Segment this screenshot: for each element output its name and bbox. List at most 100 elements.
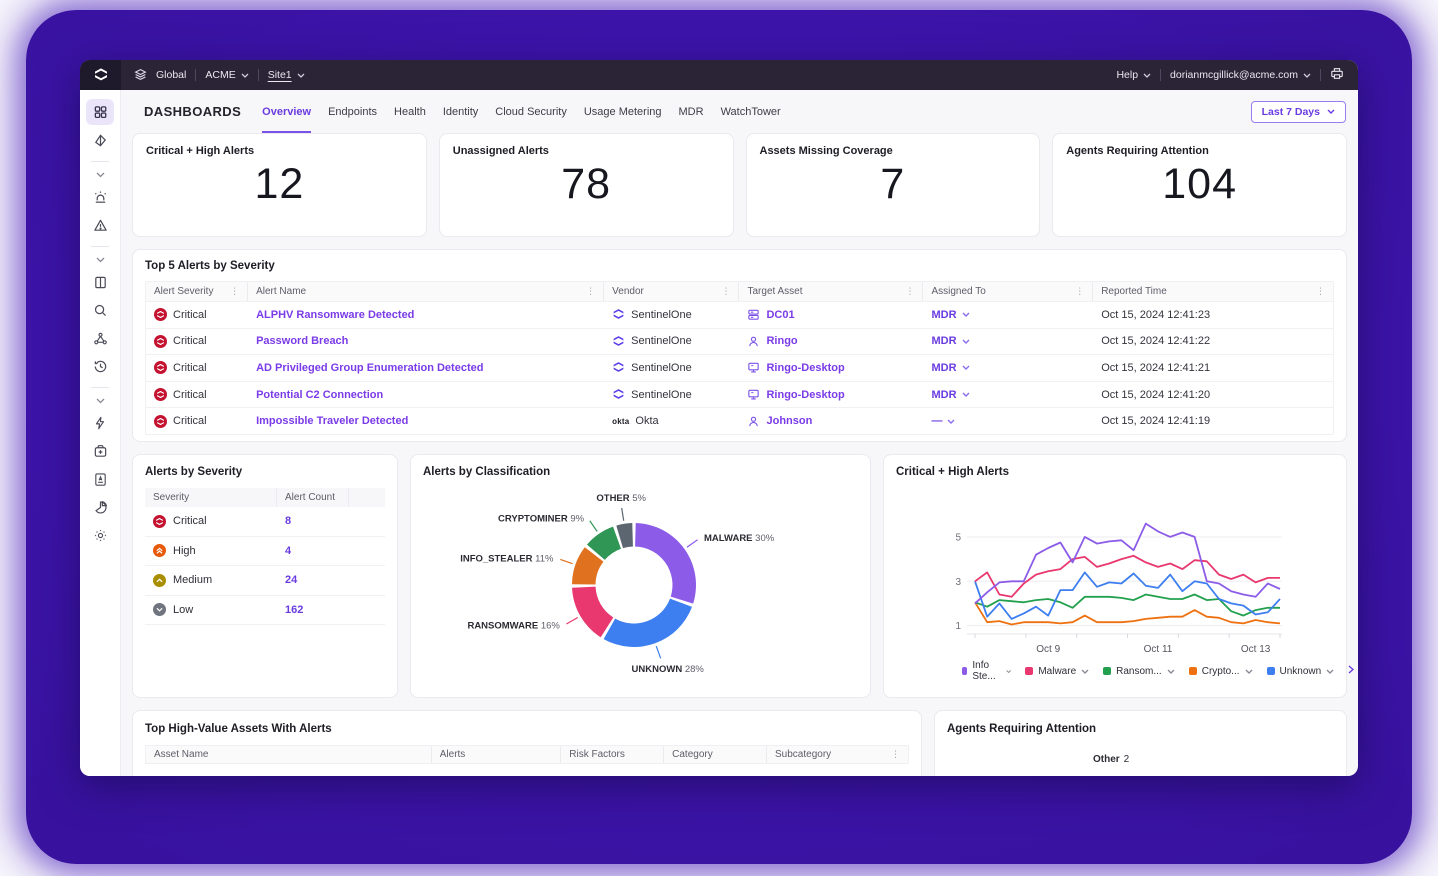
help-menu[interactable]: Help: [1116, 69, 1151, 81]
legend-item-malware[interactable]: Malware: [1025, 666, 1089, 677]
classification-donut-chart[interactable]: MALWARE 30% UNKNOWN 28% RANSOMWARE 16% INFO…: [411, 455, 872, 697]
donut-slice-ransomware[interactable]: [572, 586, 614, 638]
column-menu-icon[interactable]: ⋮: [721, 286, 731, 296]
alert-name-link[interactable]: AD Privileged Group Enumeration Detected: [256, 361, 484, 374]
kpi-card-assets-missing-coverage[interactable]: Assets Missing Coverage 7: [745, 133, 1041, 237]
sidebar-item-report-icon[interactable]: [86, 466, 114, 492]
legend-item-ransom[interactable]: Ransom...: [1103, 666, 1175, 677]
target-asset-link[interactable]: Ringo-Desktop: [766, 361, 845, 374]
column-header[interactable]: Severity: [145, 488, 277, 507]
column-header[interactable]: Asset Name: [146, 746, 432, 763]
assigned-to-dropdown[interactable]: MDR: [931, 362, 970, 374]
sidebar-item-search-icon[interactable]: [86, 297, 114, 323]
donut-slice-unknown[interactable]: [603, 598, 693, 647]
table-header-row: Asset Name Alerts Risk Factors Category …: [145, 745, 909, 764]
donut-callout-line: [589, 520, 598, 532]
sidebar-item-pie-chart-icon[interactable]: [86, 494, 114, 520]
alerts-trend-line-chart[interactable]: 1 3 5 Oct 9 Oct 11 Oct 13: [884, 473, 1347, 658]
line-series-infoste[interactable]: [974, 522, 1281, 605]
site-selector[interactable]: Site1: [268, 69, 305, 81]
assigned-to-dropdown[interactable]: MDR: [931, 389, 970, 401]
printer-icon[interactable]: [1330, 67, 1344, 83]
column-header[interactable]: Subcategory ⋮: [775, 749, 900, 760]
sentinelone-logo-icon[interactable]: [80, 60, 121, 90]
assigned-to-dropdown[interactable]: —: [931, 415, 955, 427]
legend-item-crypto[interactable]: Crypto...: [1188, 666, 1253, 677]
sidebar-item-settings-gear-icon[interactable]: [86, 522, 114, 548]
y-axis-tick-label: 1: [955, 621, 961, 632]
assigned-to-dropdown[interactable]: MDR: [931, 335, 970, 347]
alert-name-link[interactable]: Password Breach: [256, 335, 349, 348]
column-menu-icon[interactable]: ⋮: [1075, 286, 1085, 296]
tab-usage-metering[interactable]: Usage Metering: [583, 105, 662, 118]
column-header[interactable]: Alert Severity ⋮: [146, 282, 249, 301]
target-asset-link[interactable]: DC01: [766, 308, 795, 321]
tab-watchtower[interactable]: WatchTower: [720, 105, 781, 118]
line-series-unknown[interactable]: [974, 571, 1281, 620]
sidebar-item-threats-warning-icon[interactable]: [86, 212, 114, 238]
legend-item-infoste[interactable]: Info Ste...: [962, 660, 1012, 682]
sidebar-item-graph-icon[interactable]: [86, 127, 114, 153]
donut-slice-cryptominer[interactable]: [586, 526, 621, 560]
donut-slice-malware[interactable]: [635, 523, 696, 604]
alert-name-link[interactable]: ALPHV Ransomware Detected: [256, 308, 415, 321]
chevron-down-icon[interactable]: [96, 254, 105, 266]
column-menu-icon[interactable]: ⋮: [905, 286, 915, 296]
line-series-ransom[interactable]: [974, 593, 1280, 617]
sidebar-item-dashboards[interactable]: [86, 99, 114, 125]
alert-count-link[interactable]: 8: [285, 515, 292, 528]
line-series-crypto[interactable]: [974, 601, 1281, 626]
alert-name-link[interactable]: Impossible Traveler Detected: [256, 415, 409, 428]
tab-cloud-security[interactable]: Cloud Security: [495, 105, 567, 118]
target-asset-link[interactable]: Ringo-Desktop: [766, 388, 845, 401]
column-header[interactable]: Category: [664, 746, 767, 763]
chevron-down-icon: [1327, 109, 1335, 114]
sidebar-item-lightning-icon[interactable]: [86, 410, 114, 436]
column-header[interactable]: Alerts: [432, 746, 562, 763]
tab-endpoints[interactable]: Endpoints: [328, 105, 378, 118]
line-series-malware[interactable]: [974, 554, 1280, 598]
column-header[interactable]: Alert Name ⋮: [248, 282, 605, 301]
alert-count-link[interactable]: 162: [285, 603, 304, 616]
user-menu[interactable]: dorianmcgillick@acme.com: [1170, 69, 1311, 81]
tab-identity[interactable]: Identity: [442, 105, 479, 118]
column-header[interactable]: Risk Factors: [561, 746, 665, 763]
legend-item-unknown[interactable]: Unknown: [1266, 666, 1335, 677]
legend-next-arrow-icon[interactable]: [1348, 665, 1355, 677]
column-menu-icon[interactable]: ⋮: [890, 749, 900, 759]
column-header[interactable]: Vendor ⋮: [604, 282, 740, 301]
sidebar-item-network-icon[interactable]: [86, 325, 114, 351]
alert-count-link[interactable]: 24: [285, 574, 298, 587]
alert-count-link[interactable]: 4: [285, 544, 292, 557]
column-header[interactable]: Alert Count: [277, 488, 349, 507]
kpi-card-unassigned-alerts[interactable]: Unassigned Alerts 78: [438, 133, 734, 237]
target-asset-link[interactable]: Ringo: [766, 335, 798, 348]
column-header[interactable]: Assigned To ⋮: [923, 282, 1094, 301]
target-asset-link[interactable]: Johnson: [766, 415, 813, 428]
sidebar-item-remediation-kit-icon[interactable]: [86, 438, 114, 464]
legend-color-swatch: [962, 667, 968, 675]
donut-slice-other[interactable]: [616, 523, 633, 549]
tab-mdr[interactable]: MDR: [678, 105, 704, 118]
sidebar-item-notebook-icon[interactable]: [86, 269, 114, 295]
chevron-down-icon[interactable]: [96, 395, 105, 407]
severity-label: Critical: [173, 335, 207, 348]
assigned-to-dropdown[interactable]: MDR: [931, 309, 970, 321]
scope-global[interactable]: Global: [156, 69, 187, 81]
sidebar-item-history-icon[interactable]: [86, 353, 114, 379]
column-menu-icon[interactable]: ⋮: [230, 286, 240, 296]
tab-health[interactable]: Health: [394, 105, 426, 118]
donut-slice-info_stealer[interactable]: [572, 547, 604, 585]
column-menu-icon[interactable]: ⋮: [1315, 286, 1325, 296]
chevron-down-icon[interactable]: [96, 169, 105, 181]
tab-overview[interactable]: Overview: [262, 90, 312, 133]
column-header[interactable]: Reported Time ⋮: [1101, 286, 1325, 297]
time-range-button[interactable]: Last 7 Days: [1250, 100, 1346, 123]
alert-name-link[interactable]: Potential C2 Connection: [256, 388, 384, 401]
kpi-card-agents-requiring-attention[interactable]: Agents Requiring Attention 104: [1052, 133, 1347, 237]
kpi-card-critical-high-alerts[interactable]: Critical + High Alerts 12: [132, 133, 427, 237]
column-header[interactable]: Target Asset ⋮: [739, 282, 924, 301]
account-selector[interactable]: ACME: [205, 69, 249, 81]
sidebar-item-alerts-siren-icon[interactable]: [86, 184, 114, 210]
column-menu-icon[interactable]: ⋮: [586, 286, 596, 296]
